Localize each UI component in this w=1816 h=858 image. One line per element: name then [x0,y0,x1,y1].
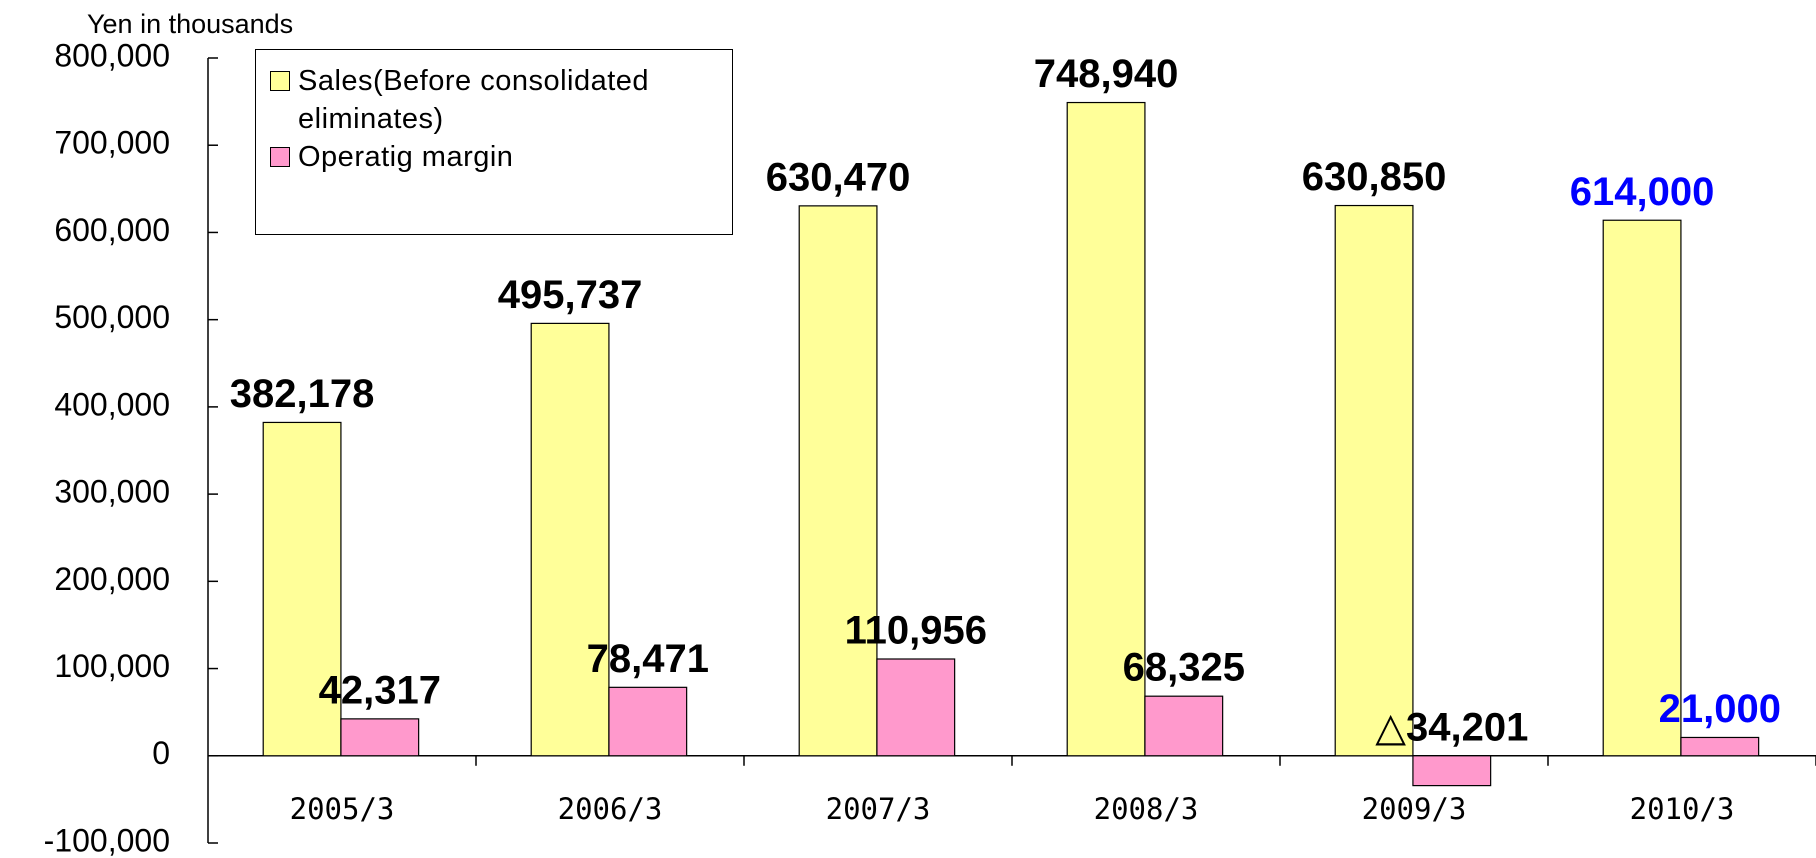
y-tick-label: 0 [152,735,170,771]
x-tick-label: 2005/3 [290,792,395,826]
bar [262,421,342,757]
bar [608,686,688,757]
data-label: 495,737 [498,273,643,317]
y-tick-label: 100,000 [54,648,170,684]
legend-swatch [270,71,290,91]
data-label: △34,201 [1375,705,1528,749]
x-tick-label: 2006/3 [558,792,663,826]
x-tick-label: 2010/3 [1630,792,1735,826]
bar [1066,101,1146,757]
bar [1412,755,1492,787]
x-tick-label: 2008/3 [1094,792,1199,826]
x-tick-label: 2007/3 [826,792,931,826]
legend: Sales(Before consolidated eliminates) Ope… [255,49,733,235]
y-tick-label: 600,000 [54,212,170,248]
y-tick-label: 700,000 [54,125,170,161]
data-label: 630,850 [1302,155,1447,199]
y-tick-label: 800,000 [54,37,170,73]
y-axis-label: Yen in thousands [87,9,293,39]
data-label: 748,940 [1034,52,1179,96]
y-tick-label: 300,000 [54,474,170,510]
y-tick-label: 400,000 [54,386,170,422]
y-tick-label: 500,000 [54,299,170,335]
bar [340,718,420,757]
x-tick-label: 2009/3 [1362,792,1467,826]
y-tick-label: -100,000 [44,822,170,858]
bar [530,322,610,757]
bar [798,205,878,757]
legend-swatch [270,147,290,167]
data-label: 21,000 [1659,687,1781,731]
data-label: 68,325 [1123,646,1245,690]
data-label: 78,471 [587,637,709,681]
data-label: 630,470 [766,155,911,199]
bar [876,658,956,757]
legend-item: Sales(Before consolidated eliminates) [266,62,722,138]
data-label: 42,317 [319,668,441,712]
legend-label: Sales(Before consolidated eliminates) [298,65,650,135]
data-label: 614,000 [1570,170,1715,214]
data-label: 382,178 [230,372,375,416]
data-label: 110,956 [845,609,987,653]
bar [1144,695,1224,757]
legend-label: Operatig margin [298,141,514,173]
bar [1334,204,1414,757]
bar [1680,736,1760,757]
bar [1602,219,1682,757]
legend-item: Operatig margin [266,138,722,176]
y-tick-label: 200,000 [54,561,170,597]
